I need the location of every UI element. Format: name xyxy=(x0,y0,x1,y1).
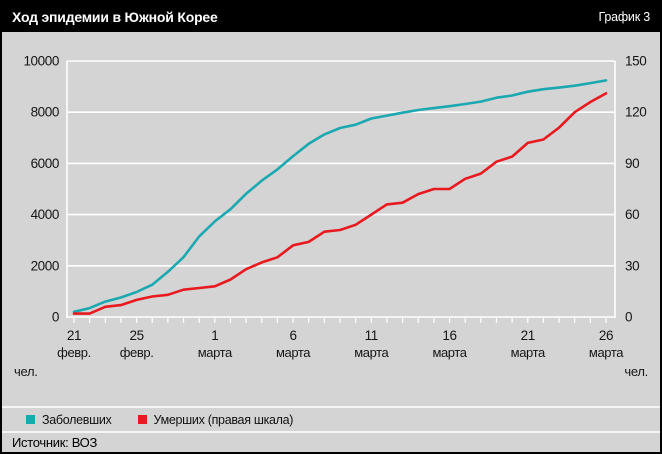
left-axis-tick-label: 4000 xyxy=(31,207,59,222)
x-axis-month-label: марта xyxy=(432,345,467,360)
chart-title: Ход эпидемии в Южной Корее xyxy=(12,9,218,25)
x-axis-day-label: 25 xyxy=(129,328,143,343)
x-axis-day-label: 21 xyxy=(521,328,535,343)
x-axis-month-label: марта xyxy=(354,345,389,360)
x-axis-day-label: 16 xyxy=(442,328,456,343)
x-axis-day-label: 6 xyxy=(290,328,297,343)
right-axis-tick-label: 30 xyxy=(625,258,639,273)
x-axis-month-label: марта xyxy=(276,345,311,360)
right-axis-unit-label: чел. xyxy=(624,364,648,379)
line-chart-canvas: 0 2000 4000 6000 8000 10000 0 30 60 90 120 150 21 фев… xyxy=(23,54,646,361)
legend-swatch xyxy=(137,415,147,424)
left-axis-tick-label: 2000 xyxy=(31,258,59,273)
source-label: Источник: ВОЗ xyxy=(12,435,98,450)
left-axis-tick-label: 8000 xyxy=(31,105,59,120)
x-axis-month-label: марта xyxy=(198,345,233,360)
chart-region: 0 2000 4000 6000 8000 10000 0 30 60 90 120 150 21 фев… xyxy=(2,32,660,406)
legend-item: Заболевших xyxy=(26,413,112,427)
title-bar: Ход эпидемии в Южной Корее График 3 xyxy=(2,2,660,32)
right-axis-tick-label: 0 xyxy=(625,310,632,325)
source-row: Источник: ВОЗ xyxy=(2,431,660,452)
x-axis-month-label: марта xyxy=(511,345,546,360)
x-axis-day-label: 11 xyxy=(365,328,378,343)
legend-label: Умерших (правая шкала) xyxy=(153,412,294,427)
left-axis-unit-label: чел. xyxy=(14,364,38,379)
right-axis-tick-label: 120 xyxy=(625,105,646,120)
left-axis-tick-label: 10000 xyxy=(23,54,59,69)
x-axis-day-label: 26 xyxy=(599,328,613,343)
legend-label: Заболевших xyxy=(42,412,112,427)
right-axis-tick-label: 150 xyxy=(625,54,646,69)
chart-number-tag: График 3 xyxy=(598,10,650,24)
left-axis-tick-label: 6000 xyxy=(31,156,59,171)
x-axis-month-label: февр. xyxy=(120,345,154,360)
legend-item: Умерших (правая шкала) xyxy=(137,412,294,427)
left-axis-tick-label: 0 xyxy=(52,310,59,325)
legend: Заболевших Умерших (правая шкала) xyxy=(2,406,660,431)
series-line-deaths xyxy=(72,92,608,315)
x-axis-day-label: 1 xyxy=(211,328,218,343)
right-axis-tick-label: 90 xyxy=(625,156,639,171)
x-axis-month-label: февр. xyxy=(57,345,91,360)
series-line-cases xyxy=(72,79,608,314)
x-axis-day-label: 21 xyxy=(67,328,81,343)
legend-swatch xyxy=(26,415,35,424)
right-axis-tick-label: 60 xyxy=(625,207,639,222)
x-axis-month-label: марта xyxy=(589,345,624,360)
